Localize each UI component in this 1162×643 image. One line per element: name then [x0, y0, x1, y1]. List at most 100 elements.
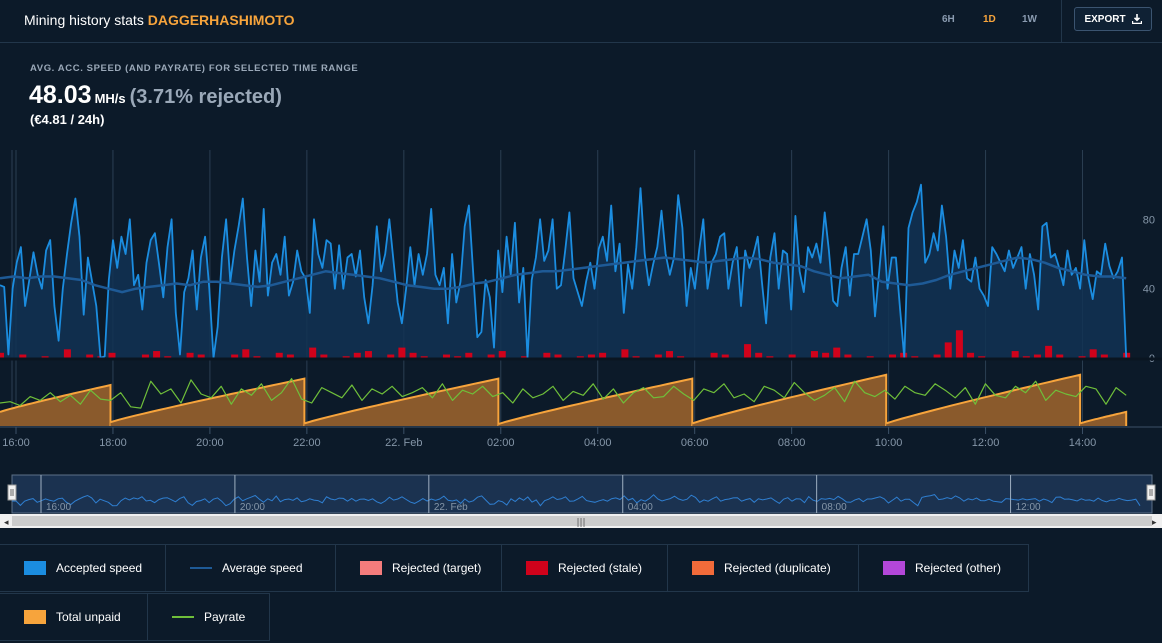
- legend-label: Accepted speed: [56, 561, 143, 575]
- speed-unit: MH/s: [94, 91, 126, 106]
- x-tick-label: 16:00: [2, 437, 30, 449]
- rejected-stale-bar: [275, 352, 283, 358]
- rejected-stale-bar: [576, 356, 584, 358]
- rejected-stale-bar: [409, 352, 417, 358]
- unpaid-area: [692, 374, 887, 426]
- unpaid-line: [304, 377, 500, 426]
- legend-swatch: [190, 567, 212, 569]
- legend-swatch: [172, 616, 194, 618]
- legend-item-accepted-speed[interactable]: Accepted speed: [0, 544, 166, 592]
- rejected-stale-bar: [186, 352, 194, 358]
- rejected-stale-bar: [654, 354, 662, 358]
- rejected-percent: (3.71% rejected): [129, 86, 282, 108]
- rejected-stale-bar: [844, 354, 852, 358]
- legend-label: Payrate: [204, 610, 246, 624]
- rejected-stale-bar: [666, 351, 674, 358]
- legend-row: Total unpaid Payrate: [0, 593, 270, 641]
- navigator-left-handle[interactable]: [7, 484, 17, 501]
- rejected-stale-bar: [487, 354, 495, 358]
- navigator-tick-label: 16:00: [46, 502, 71, 513]
- range-6h-button[interactable]: 6H: [942, 14, 955, 25]
- time-navigator[interactable]: 16:00 20:00 22. Feb 04:00 08:00 12:00 ◂ ▸ |||: [0, 474, 1162, 530]
- navigator-right-handle[interactable]: [1146, 484, 1156, 501]
- rejected-stale-bar: [141, 354, 149, 358]
- unpaid-area: [0, 385, 111, 426]
- rejected-stale-bar: [465, 352, 473, 358]
- rejected-stale-bar: [955, 330, 963, 358]
- payrate-line: [0, 378, 1127, 409]
- rejected-stale-bar: [744, 344, 752, 358]
- navigator-tick-label: 20:00: [240, 502, 265, 513]
- x-tick-label: 06:00: [681, 437, 709, 449]
- rejected-stale-bar: [1078, 356, 1086, 358]
- legend-swatch: [526, 561, 548, 575]
- navigator-selection: [11, 474, 1153, 514]
- average-speed-line: [0, 256, 1127, 294]
- legend-label: Rejected (target): [392, 561, 482, 575]
- algorithm-name: DAGGERHASHIMOTO: [147, 12, 295, 28]
- speed-value: 48.03: [29, 81, 92, 109]
- rejected-stale-bar: [1022, 356, 1030, 358]
- legend-item-rejected-other[interactable]: Rejected (other): [859, 544, 1029, 592]
- rejected-stale-bar: [443, 354, 451, 358]
- unpaid-line: [691, 373, 888, 426]
- x-tick-label: 14:00: [1069, 437, 1097, 449]
- rejected-stale-bar: [587, 354, 595, 358]
- rejected-stale-bar: [1056, 354, 1064, 358]
- rejected-stale-bar: [978, 356, 986, 358]
- legend-item-rejected-stale[interactable]: Rejected (stale): [502, 544, 668, 592]
- legend-label: Total unpaid: [56, 610, 121, 624]
- rejected-stale-bar: [621, 349, 629, 358]
- unpaid-area: [886, 374, 1081, 426]
- legend-swatch: [360, 561, 382, 575]
- scroll-left-arrow-icon: ◂: [4, 518, 9, 528]
- rejected-stale-bar: [710, 352, 718, 358]
- navigator-tick-label: 04:00: [628, 502, 653, 513]
- unpaid-line: [1079, 410, 1128, 426]
- legend-item-rejected-duplicate[interactable]: Rejected (duplicate): [668, 544, 859, 592]
- legend-swatch: [24, 610, 46, 624]
- handle-box: [7, 484, 17, 501]
- y-tick-label: 40: [1143, 284, 1155, 296]
- rejected-stale-bar: [1045, 345, 1053, 358]
- rejected-stale-bar: [755, 352, 763, 358]
- summary-label: AVG. ACC. SPEED (AND PAYRATE) FOR SELECT…: [30, 63, 359, 74]
- rejected-stale-bar: [420, 356, 428, 358]
- rejected-stale-bar: [766, 356, 774, 358]
- rejected-stale-bar: [242, 349, 250, 358]
- legend-label: Rejected (stale): [558, 561, 643, 575]
- rejected-stale-bar: [353, 352, 361, 358]
- legend-item-total-unpaid[interactable]: Total unpaid: [0, 593, 148, 641]
- x-tick-label: 22. Feb: [385, 437, 422, 449]
- range-1d-button[interactable]: 1D: [983, 14, 996, 25]
- legend-item-average-speed[interactable]: Average speed: [166, 544, 336, 592]
- rejected-stale-bar: [231, 354, 239, 358]
- rejected-stale-bar: [108, 352, 116, 358]
- rejected-stale-bar: [63, 349, 71, 358]
- legend-label: Rejected (duplicate): [724, 561, 831, 575]
- legend-swatch: [692, 561, 714, 575]
- rejected-stale-bar: [387, 354, 395, 358]
- rejected-stale-bar: [286, 354, 294, 358]
- x-tick-label: 10:00: [875, 437, 903, 449]
- rejected-stale-bar: [933, 354, 941, 358]
- rejected-stale-bar: [554, 354, 562, 358]
- rejected-stale-bar: [632, 356, 640, 358]
- rejected-stale-bar: [788, 354, 796, 358]
- rejected-stale-bar: [1011, 351, 1019, 358]
- legend-item-payrate[interactable]: Payrate: [148, 593, 270, 641]
- rejected-stale-bar: [498, 351, 506, 358]
- navigator-tick-label: 12:00: [1016, 502, 1041, 513]
- x-tick-label: 02:00: [487, 437, 515, 449]
- legend-item-rejected-target[interactable]: Rejected (target): [336, 544, 502, 592]
- legend-swatch: [883, 561, 905, 575]
- rejected-stale-bar: [822, 352, 830, 358]
- export-button[interactable]: EXPORT: [1074, 7, 1152, 31]
- navigator-tick-label: 22. Feb: [434, 502, 468, 513]
- rejected-stale-bar: [866, 356, 874, 358]
- rejected-stale-bar: [86, 354, 94, 358]
- page-title: Mining history stats DAGGERHASHIMOTO: [24, 12, 294, 28]
- range-1w-button[interactable]: 1W: [1022, 14, 1037, 25]
- scrollbar-grip-icon: |||: [576, 518, 585, 528]
